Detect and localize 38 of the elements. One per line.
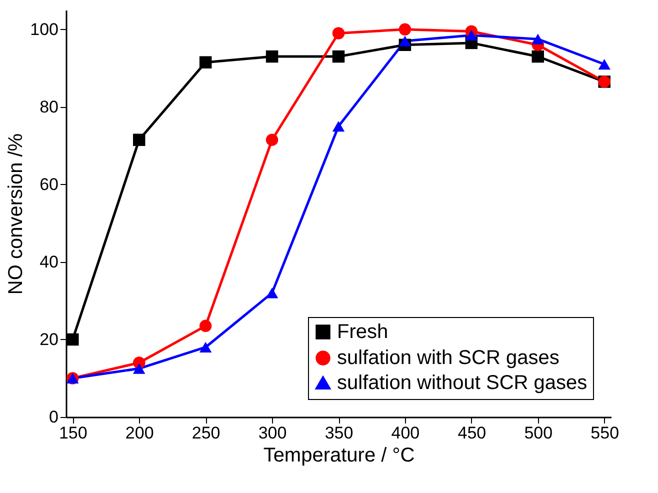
point <box>532 50 544 63</box>
legend-label: sulfation without SCR gases <box>337 372 588 394</box>
point <box>598 58 610 70</box>
x-tick-label: 250 <box>192 424 220 442</box>
x-axis-title: Temperature / °C <box>263 444 415 466</box>
legend-label: Fresh <box>337 321 388 343</box>
x-tick-label: 300 <box>258 424 287 442</box>
x-tick-label: 450 <box>458 424 486 442</box>
point <box>332 27 345 40</box>
y-axis-title: NO conversion /% <box>5 133 28 295</box>
point <box>199 342 212 353</box>
x-tick-label: 150 <box>58 424 88 442</box>
x-tick-label: 200 <box>125 424 154 442</box>
point <box>266 50 278 63</box>
point <box>398 23 412 36</box>
y-tick-label: 100 <box>30 20 58 39</box>
point <box>199 56 212 68</box>
x-tick-label: 400 <box>391 424 420 442</box>
point <box>66 333 79 346</box>
x-tick-label: 500 <box>524 424 553 442</box>
point <box>266 134 278 146</box>
x-tick-label: 350 <box>324 424 354 442</box>
y-tick-label: 0 <box>49 408 58 426</box>
y-tick-label: 40 <box>40 252 58 272</box>
point <box>199 320 212 332</box>
point <box>465 30 478 40</box>
point <box>266 288 278 298</box>
y-tick-label: 60 <box>40 174 58 194</box>
y-tick-label: 20 <box>40 330 58 349</box>
point <box>332 50 345 63</box>
point <box>332 120 345 132</box>
point <box>532 34 544 44</box>
point <box>398 36 412 46</box>
point <box>132 363 146 374</box>
x-tick-label: 550 <box>590 424 620 442</box>
legend-label: sulfation with SCR gases <box>337 347 560 369</box>
y-tick-label: 80 <box>40 97 58 116</box>
point <box>132 134 146 146</box>
